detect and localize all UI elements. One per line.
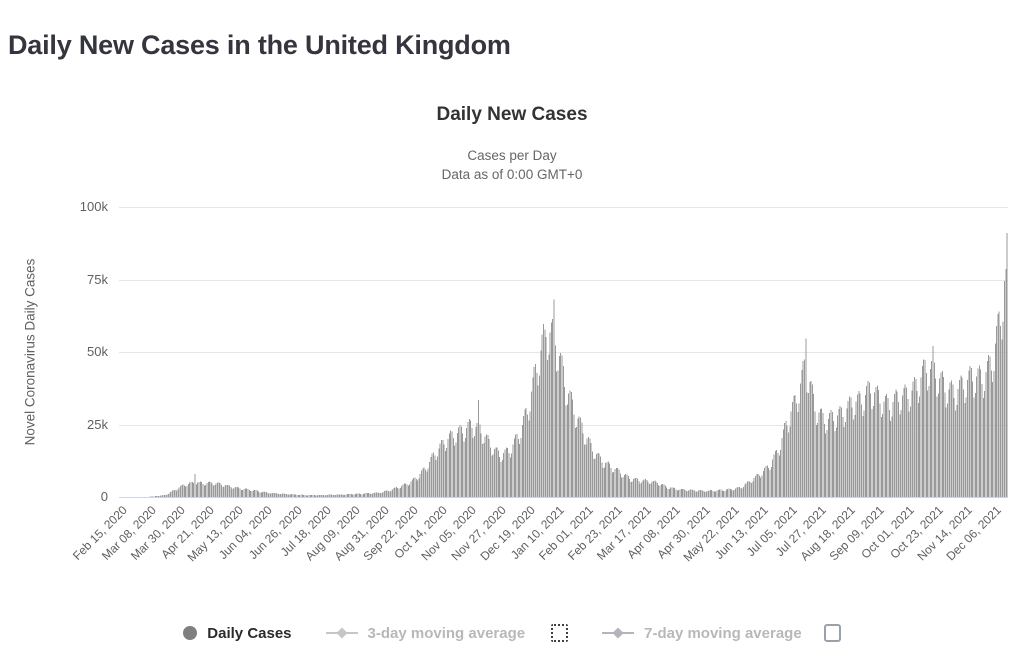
- legend-checkbox-3day[interactable]: [551, 624, 569, 642]
- y-tick-label: 50k: [87, 344, 108, 359]
- legend-label-3day-moving-average: 3-day moving average: [367, 624, 526, 642]
- y-tick-label: 100k: [79, 199, 108, 214]
- chart-data-as-of: Data as of 0:00 GMT+0: [441, 167, 583, 182]
- circle-marker-icon: [183, 626, 198, 640]
- legend-label-daily-cases: Daily Cases: [207, 624, 292, 642]
- y-tick-label: 75k: [87, 272, 108, 287]
- legend-checkbox-7day[interactable]: [823, 624, 841, 642]
- page-title: Daily New Cases in the United Kingdom: [8, 30, 511, 61]
- legend-item-daily-cases[interactable]: Daily Cases: [183, 624, 292, 642]
- x-axis-line: [119, 497, 1008, 498]
- chart-legend: Daily Cases 3-day moving average 7-day m…: [0, 618, 1024, 648]
- y-tick-label: 25k: [87, 417, 108, 432]
- legend-label-7day-moving-average: 7-day moving average: [644, 624, 802, 642]
- chart-title: Daily New Cases: [436, 104, 588, 125]
- legend-item-7day-moving-average[interactable]: 7-day moving average: [602, 624, 841, 642]
- legend-item-3day-moving-average[interactable]: 3-day moving average: [325, 624, 569, 642]
- line-diamond-marker-icon: [602, 627, 635, 639]
- y-tick-label: 0: [100, 489, 108, 504]
- line-diamond-marker-icon: [325, 627, 358, 639]
- chart-subtitle: Cases per Day: [467, 148, 557, 163]
- daily-cases-bars: [119, 207, 1008, 497]
